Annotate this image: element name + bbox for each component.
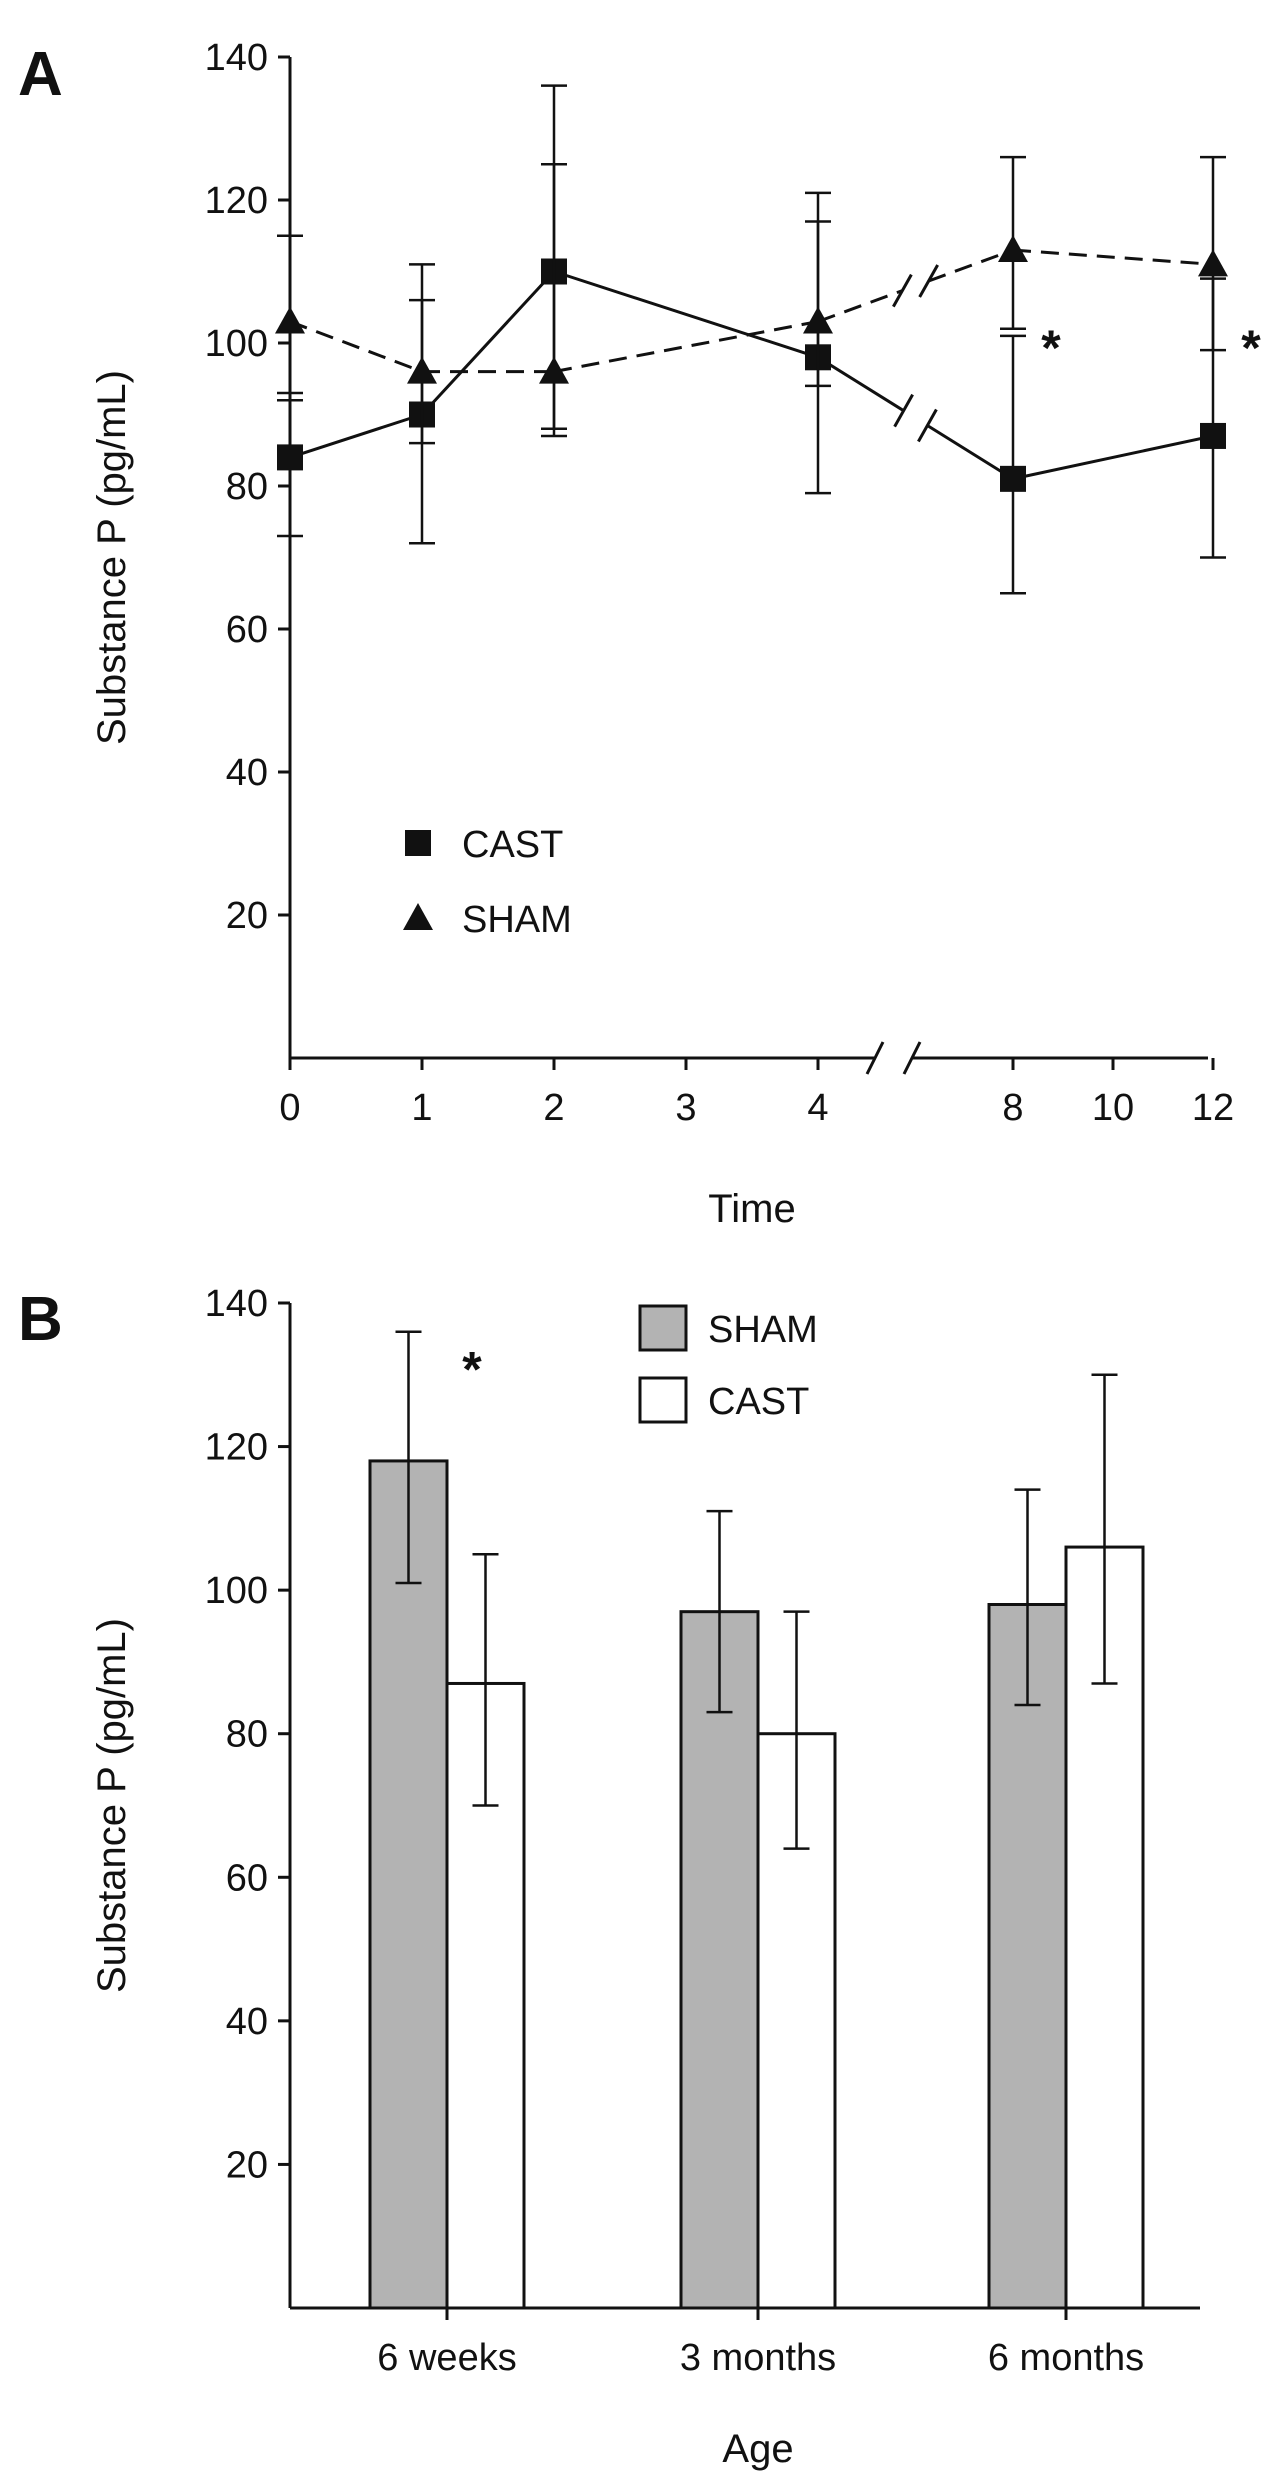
legend-cast-label: CAST xyxy=(708,1381,809,1423)
x-tick-label: 8 xyxy=(1002,1087,1023,1129)
x-axis-title: Time xyxy=(708,1187,795,1231)
line-break-mark xyxy=(892,273,913,308)
sham-series-line xyxy=(817,289,903,323)
cast-series-line xyxy=(926,424,1014,481)
x-tick-label: 2 xyxy=(543,1087,564,1129)
x-tick-label: 3 xyxy=(675,1087,696,1129)
y-tick-label: 40 xyxy=(226,752,268,794)
x-tick-label: 3 months xyxy=(680,2337,836,2379)
x-tick-label: 4 xyxy=(807,1087,828,1129)
panel-a-label: A xyxy=(18,40,63,109)
sham-marker xyxy=(1198,249,1228,277)
x-tick-label: 6 months xyxy=(988,2337,1144,2379)
line-break-mark xyxy=(917,408,938,443)
y-tick-label: 60 xyxy=(226,609,268,651)
cast-series-line xyxy=(289,413,423,459)
sham-series-line xyxy=(289,320,423,374)
y-tick-label: 60 xyxy=(226,1857,268,1899)
legend-sham-label: SHAM xyxy=(462,899,572,941)
legend-cast-label: CAST xyxy=(462,824,563,866)
cast-series-line xyxy=(420,270,556,416)
x-tick-label: 12 xyxy=(1192,1087,1234,1129)
y-tick-label: 20 xyxy=(226,2144,268,2186)
line-break-mark xyxy=(893,393,914,428)
cast-marker xyxy=(277,444,303,471)
sham-bar xyxy=(679,1610,760,2310)
legend-cast-swatch xyxy=(638,1376,688,1424)
sham-series-line xyxy=(553,320,819,374)
legend-sham-marker xyxy=(403,903,433,930)
x-tick-label: 6 weeks xyxy=(377,2337,516,2379)
cast-series-line xyxy=(817,356,905,412)
x-tick-label: 0 xyxy=(279,1087,300,1129)
significance-star: * xyxy=(1041,320,1061,376)
sham-series-line xyxy=(1012,248,1214,266)
y-tick-label: 80 xyxy=(226,1714,268,1756)
y-tick-label: 20 xyxy=(226,895,268,937)
sham-bar xyxy=(368,1459,449,2310)
x-axis-title: Age xyxy=(722,2427,793,2471)
legend-cast-marker xyxy=(405,830,431,856)
sham-marker xyxy=(407,356,437,384)
sham-marker xyxy=(275,306,305,334)
axis-break-mark xyxy=(902,1041,922,1075)
legend-sham-label: SHAM xyxy=(708,1309,818,1351)
cast-series-line xyxy=(1012,434,1214,481)
chart-b: 20 40 60 80 100 120 140 6 weeks 3 months 6 months… xyxy=(90,1283,1200,2471)
sham-marker xyxy=(539,356,569,384)
significance-star: * xyxy=(462,1342,482,1398)
sham-series-line xyxy=(928,248,1014,283)
x-tick-label: 10 xyxy=(1092,1087,1134,1129)
y-axis-title: Substance P (pg/mL) xyxy=(90,1618,134,1993)
cast-marker xyxy=(1200,422,1226,449)
y-tick-label: 120 xyxy=(205,180,268,222)
y-tick-label: 100 xyxy=(205,323,268,365)
sham-bar xyxy=(987,1603,1068,2310)
legend-sham-swatch xyxy=(638,1304,688,1352)
sham-marker xyxy=(803,306,833,334)
y-tick-label: 100 xyxy=(205,1570,268,1612)
line-break-mark xyxy=(918,264,939,298)
y-tick-label: 140 xyxy=(205,1283,268,1325)
significance-star: * xyxy=(1241,320,1261,376)
y-tick-label: 120 xyxy=(205,1427,268,1469)
y-tick-label: 40 xyxy=(226,2001,268,2043)
y-axis-title: Substance P (pg/mL) xyxy=(90,370,134,745)
y-tick-label: 140 xyxy=(205,37,268,79)
axis-break-mark xyxy=(865,1041,885,1075)
cast-series-line xyxy=(553,270,819,359)
sham-marker xyxy=(998,235,1028,263)
y-tick-label: 80 xyxy=(226,466,268,508)
x-tick-label: 1 xyxy=(411,1087,432,1129)
cast-marker xyxy=(1000,465,1026,492)
panel-b-label: B xyxy=(18,1285,63,1354)
